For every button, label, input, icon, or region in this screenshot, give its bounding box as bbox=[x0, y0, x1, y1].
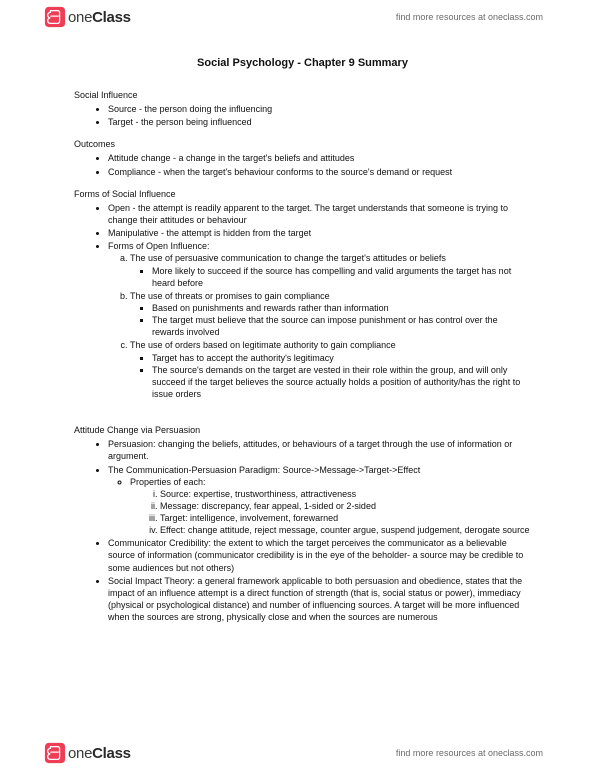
list-item: Communicator Credibility: the extent to … bbox=[108, 537, 531, 573]
page-header: oneClass find more resources at oneclass… bbox=[0, 0, 595, 34]
list-item: Open - the attempt is readily apparent t… bbox=[108, 202, 531, 226]
open-form-b: The use of threats or promises to gain c… bbox=[130, 291, 330, 301]
brand-name-part1: one bbox=[68, 745, 92, 762]
properties-head: Properties of each: bbox=[130, 477, 206, 487]
list-item: Target: intelligence, involvement, forew… bbox=[160, 512, 531, 524]
sublist: More likely to succeed if the source has… bbox=[130, 265, 531, 289]
list-item: Source - the person doing the influencin… bbox=[108, 103, 531, 115]
brand-name: oneClass bbox=[68, 9, 131, 26]
list-item: Attitude change - a change in the target… bbox=[108, 152, 531, 164]
list-item: Social Impact Theory: a general framewor… bbox=[108, 575, 531, 624]
list-open-forms: The use of persuasive communication to c… bbox=[108, 252, 531, 400]
list-item: Effect: change attitude, reject message,… bbox=[160, 524, 531, 536]
list-item: Properties of each: Source: expertise, t… bbox=[130, 476, 531, 537]
logo-icon bbox=[44, 742, 66, 764]
document-title: Social Psychology - Chapter 9 Summary bbox=[74, 56, 531, 71]
list-properties: Source: expertise, trustworthiness, attr… bbox=[130, 488, 531, 537]
footer-tagline: find more resources at oneclass.com bbox=[396, 748, 543, 758]
brand-name-part2: Class bbox=[92, 745, 131, 762]
forms-open-head: Forms of Open Influence: bbox=[108, 241, 210, 251]
list-item: Manipulative - the attempt is hidden fro… bbox=[108, 227, 531, 239]
header-tagline: find more resources at oneclass.com bbox=[396, 12, 543, 22]
list-item: Target has to accept the authority's leg… bbox=[152, 352, 531, 364]
document-body: Social Psychology - Chapter 9 Summary So… bbox=[74, 56, 531, 726]
list-item: The Communication-Persuasion Paradigm: S… bbox=[108, 464, 531, 537]
list-item: The target must believe that the source … bbox=[152, 314, 531, 338]
list-item: Persuasion: changing the beliefs, attitu… bbox=[108, 438, 531, 462]
list-item: Source: expertise, trustworthiness, attr… bbox=[160, 488, 531, 500]
open-form-a: The use of persuasive communication to c… bbox=[130, 253, 446, 263]
list-forms: Open - the attempt is readily apparent t… bbox=[74, 202, 531, 400]
sublist: Based on punishments and rewards rather … bbox=[130, 302, 531, 338]
paradigm-line: The Communication-Persuasion Paradigm: S… bbox=[108, 465, 420, 475]
brand-name-part2: Class bbox=[92, 9, 131, 26]
section-head-attitude-change: Attitude Change via Persuasion bbox=[74, 424, 531, 436]
list-outcomes: Attitude change - a change in the target… bbox=[74, 152, 531, 177]
list-item: The source's demands on the target are v… bbox=[152, 364, 531, 400]
sublist: Target has to accept the authority's leg… bbox=[130, 352, 531, 401]
open-form-c: The use of orders based on legitimate au… bbox=[130, 340, 396, 350]
list-social-influence: Source - the person doing the influencin… bbox=[74, 103, 531, 128]
list-item: Message: discrepancy, fear appeal, 1-sid… bbox=[160, 500, 531, 512]
section-head-outcomes: Outcomes bbox=[74, 138, 531, 150]
brand-name: oneClass bbox=[68, 745, 131, 762]
brand-logo-footer: oneClass bbox=[44, 742, 131, 764]
list-item: Compliance - when the target's behaviour… bbox=[108, 166, 531, 178]
sublist-properties: Properties of each: Source: expertise, t… bbox=[108, 476, 531, 537]
list-attitude-change: Persuasion: changing the beliefs, attitu… bbox=[74, 438, 531, 623]
section-head-forms: Forms of Social Influence bbox=[74, 188, 531, 200]
page-footer: oneClass find more resources at oneclass… bbox=[0, 736, 595, 770]
list-item: The use of persuasive communication to c… bbox=[130, 252, 531, 288]
list-item: Forms of Open Influence: The use of pers… bbox=[108, 240, 531, 400]
section-head-social-influence: Social Influence bbox=[74, 89, 531, 101]
list-item: The use of orders based on legitimate au… bbox=[130, 339, 531, 400]
brand-name-part1: one bbox=[68, 9, 92, 26]
list-item: Based on punishments and rewards rather … bbox=[152, 302, 531, 314]
brand-logo: oneClass bbox=[44, 6, 131, 28]
list-item: Target - the person being influenced bbox=[108, 116, 531, 128]
list-item: More likely to succeed if the source has… bbox=[152, 265, 531, 289]
logo-icon bbox=[44, 6, 66, 28]
list-item: The use of threats or promises to gain c… bbox=[130, 290, 531, 339]
